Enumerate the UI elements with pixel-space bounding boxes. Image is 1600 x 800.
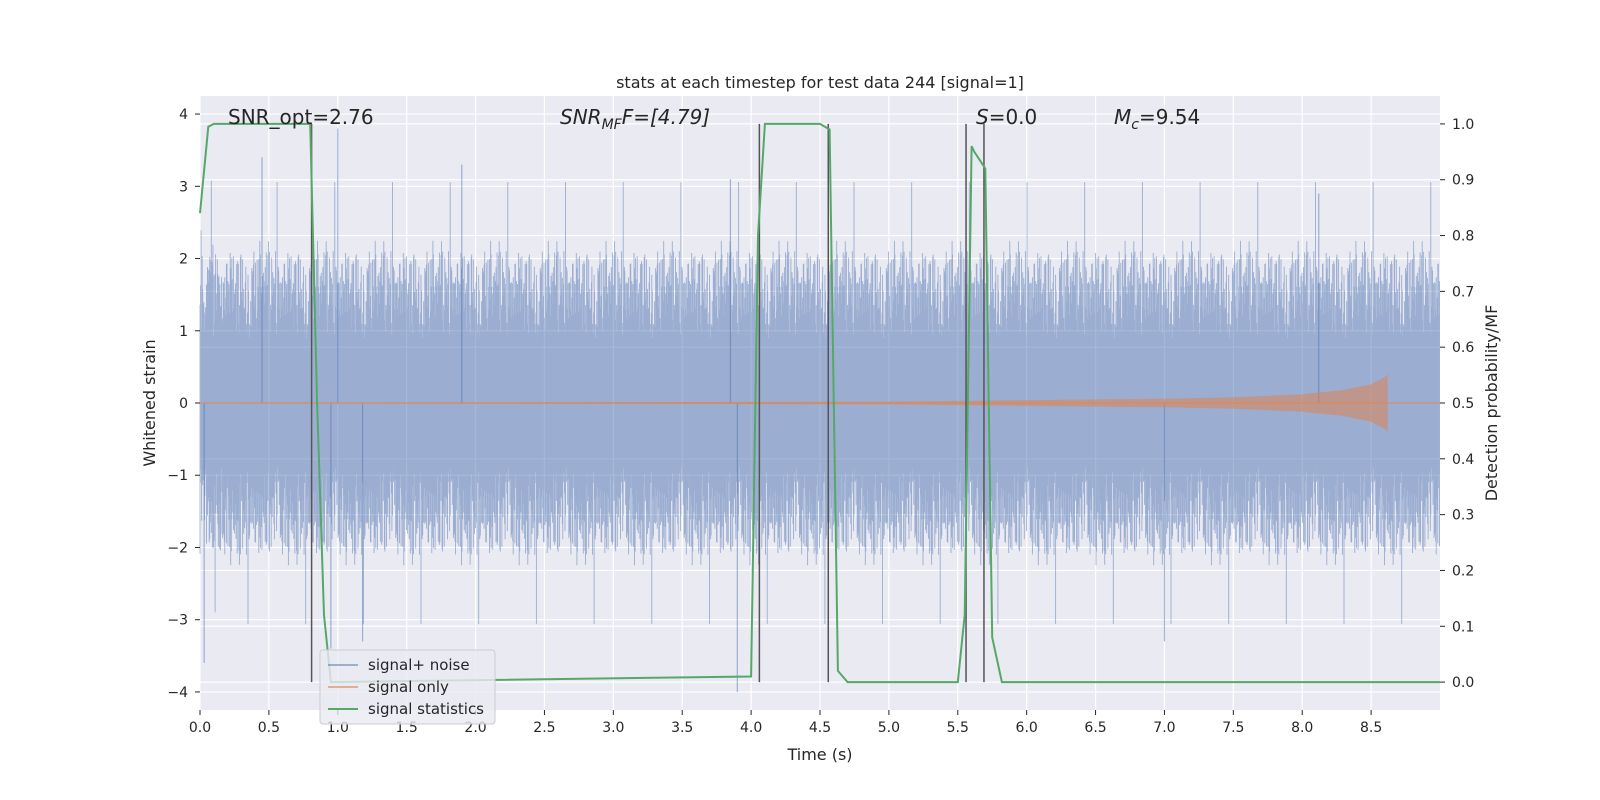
y-left-tick-label: 1 <box>179 324 188 340</box>
x-tick-label: 6.0 <box>1016 720 1038 736</box>
x-tick-label: 3.0 <box>602 720 624 736</box>
y-right-tick-label: 0.1 <box>1452 619 1474 635</box>
y-left-tick-label: 0 <box>179 396 188 412</box>
x-tick-label: 8.0 <box>1291 720 1313 736</box>
x-tick-label: 2.5 <box>533 720 555 736</box>
y-left-axis-label: Whitened strain <box>140 339 159 466</box>
legend: signal+ noise signal only signal statist… <box>319 649 496 725</box>
annotation-snr-mf: SNRMFF=[4.79] <box>560 105 710 133</box>
annotation-mc-sub: c <box>1131 117 1139 133</box>
y-left-tick-label: 2 <box>179 252 188 268</box>
annotation-s-base: S <box>976 105 989 129</box>
y-right-tick-label: 0.8 <box>1452 229 1474 245</box>
y-right-tick-label: 0.3 <box>1452 508 1474 524</box>
x-tick-label: 8.5 <box>1360 720 1382 736</box>
y-right-tick-label: 0.6 <box>1452 340 1474 356</box>
x-axis-label: Time (s) <box>786 745 852 764</box>
annotation-mc-value: =9.54 <box>1139 105 1200 129</box>
y-right-tick-label: 0.0 <box>1452 675 1474 691</box>
x-tick-label: 7.0 <box>1153 720 1175 736</box>
chart-title: stats at each timestep for test data 244… <box>616 73 1024 92</box>
signal-statistics-line <box>199 122 1440 684</box>
legend-label-signal-statistics: signal statistics <box>368 700 484 718</box>
y-right-tick-label: 0.5 <box>1452 396 1474 412</box>
x-tick-label: 5.5 <box>947 720 969 736</box>
x-tick-label: 5.0 <box>878 720 900 736</box>
y-right-tick-label: 1.0 <box>1452 117 1474 133</box>
y-left-tick-label: 3 <box>179 179 188 195</box>
signal-statistics-series <box>199 122 1440 684</box>
x-tick-label: 6.5 <box>1084 720 1106 736</box>
signal-only-series <box>200 374 1440 432</box>
y-right-tick-label: 0.2 <box>1452 563 1474 579</box>
y-left-tick-label: 4 <box>179 107 188 123</box>
annotation-snr-mf-value: F=[4.79] <box>622 105 710 129</box>
y-right-tick-label: 0.9 <box>1452 173 1474 189</box>
legend-label-signal-noise: signal+ noise <box>368 656 470 674</box>
y-left-tick-label: −1 <box>167 468 188 484</box>
y-left-tick-label: −3 <box>167 613 188 629</box>
y-right-tick-label: 0.7 <box>1452 284 1474 300</box>
annotation-snr-opt: SNR_opt=2.76 <box>228 105 374 129</box>
x-tick-label: 0.5 <box>258 720 280 736</box>
x-tick-label: 3.5 <box>671 720 693 736</box>
y-left-tick-labels: 4 3 2 1 0 −1 −2 −3 −4 <box>167 107 200 701</box>
y-left-tick-label: −4 <box>167 685 188 701</box>
annotation-snr-mf-sub: MF <box>602 117 623 133</box>
signal-only-envelope <box>200 374 1388 432</box>
annotation-mc-base: M <box>1114 105 1131 129</box>
y-right-tick-labels: 1.0 0.9 0.8 0.7 0.6 0.5 0.4 0.3 0.2 0.1 0.0 <box>1440 117 1474 691</box>
annotation-snr-mf-base: SNR <box>560 105 602 129</box>
y-left-tick-label: −2 <box>167 540 188 556</box>
legend-label-signal-only: signal only <box>368 678 449 696</box>
y-right-axis-label: Detection probability/MF <box>1482 305 1501 502</box>
legend-frame <box>319 649 496 725</box>
annotation-s: S=0.0 <box>976 105 1037 129</box>
x-tick-label: 4.0 <box>740 720 762 736</box>
annotation-s-value: =0.0 <box>989 105 1038 129</box>
x-tick-label: 7.5 <box>1222 720 1244 736</box>
y-right-tick-label: 0.4 <box>1452 452 1474 468</box>
annotation-mc: Mc=9.54 <box>1114 105 1200 133</box>
x-tick-label: 4.5 <box>809 720 831 736</box>
x-tick-label: 0.0 <box>189 720 211 736</box>
